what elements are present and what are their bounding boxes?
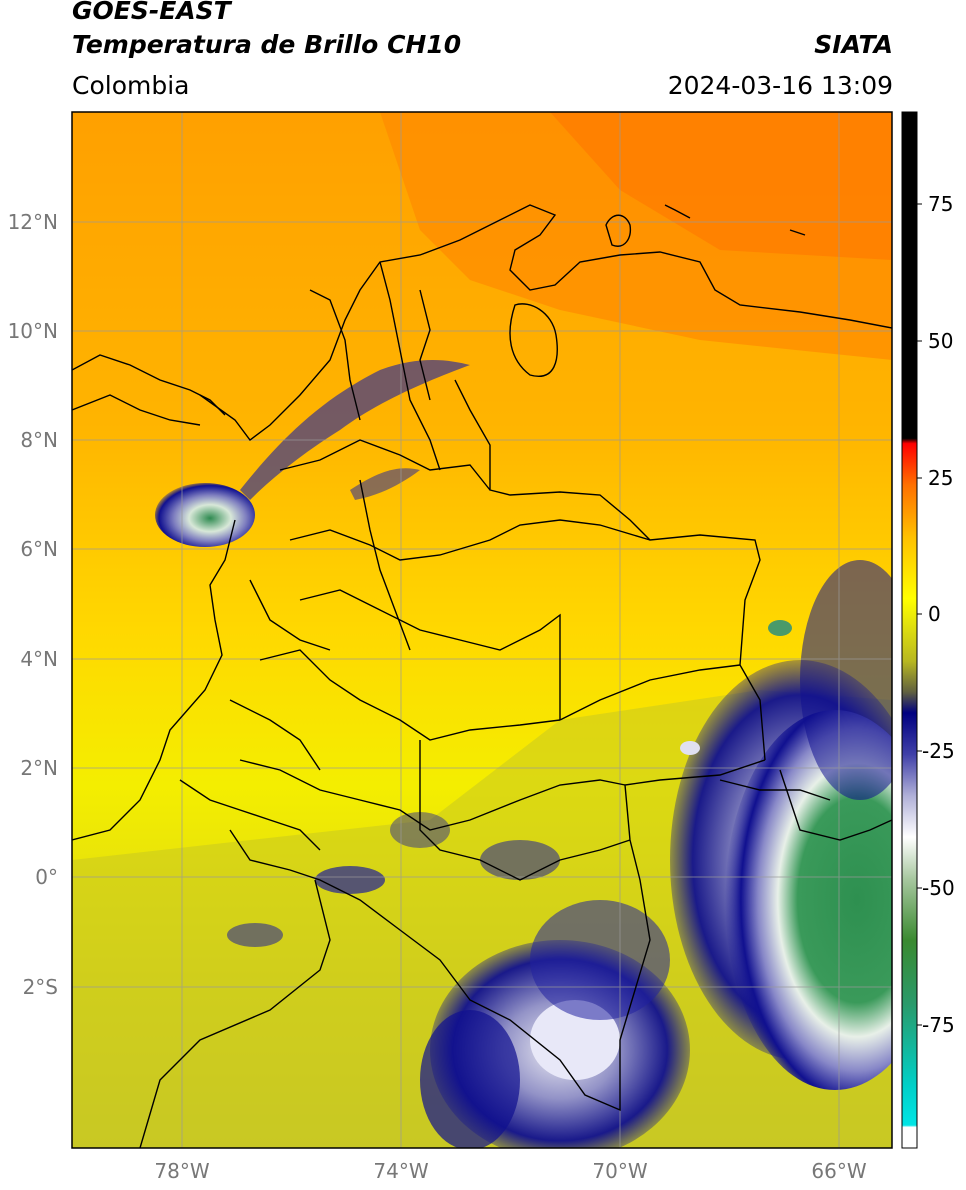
latitude-labels: 12°N 10°N 8°N 6°N 4°N 2°N 0° 2°S (8, 210, 58, 999)
datetime-label: 2024-03-16 13:09 (667, 71, 893, 100)
region-label: Colombia (72, 71, 190, 100)
lon-tick: 78°W (154, 1159, 209, 1183)
longitude-labels: 78°W 74°W 70°W 66°W (154, 1159, 866, 1183)
lat-tick: 4°N (20, 647, 58, 671)
satellite-title: GOES-EAST (72, 0, 231, 25)
lat-tick: 2°S (23, 975, 58, 999)
lat-tick: 0° (35, 865, 58, 889)
lat-tick: 12°N (8, 210, 58, 234)
graticule (72, 112, 892, 1148)
product-title: Temperatura de Brillo CH10 (72, 30, 462, 59)
brightness-temperature-field (72, 112, 892, 1148)
colorbar: 75 50 25 0 -25 -50 -75 (901, 111, 955, 1149)
lat-tick: 6°N (20, 537, 58, 561)
colorbar-tick: 0 (928, 602, 941, 626)
boundaries (72, 204, 892, 1148)
colorbar-tick: -25 (922, 739, 955, 763)
agency-label: SIATA (814, 30, 893, 59)
colorbar-tick: 75 (928, 192, 953, 216)
lat-tick: 2°N (20, 756, 58, 780)
lon-tick: 70°W (592, 1159, 647, 1183)
lon-tick: 66°W (811, 1159, 866, 1183)
colorbar-tick: -75 (922, 1013, 955, 1037)
colorbar-tick: -50 (922, 876, 955, 900)
lat-tick: 8°N (20, 428, 58, 452)
colorbar-tick: 25 (928, 466, 953, 490)
lon-tick: 74°W (373, 1159, 428, 1183)
lat-tick: 10°N (8, 319, 58, 343)
colorbar-tick: 50 (928, 329, 953, 353)
map-frame (71, 111, 893, 1149)
